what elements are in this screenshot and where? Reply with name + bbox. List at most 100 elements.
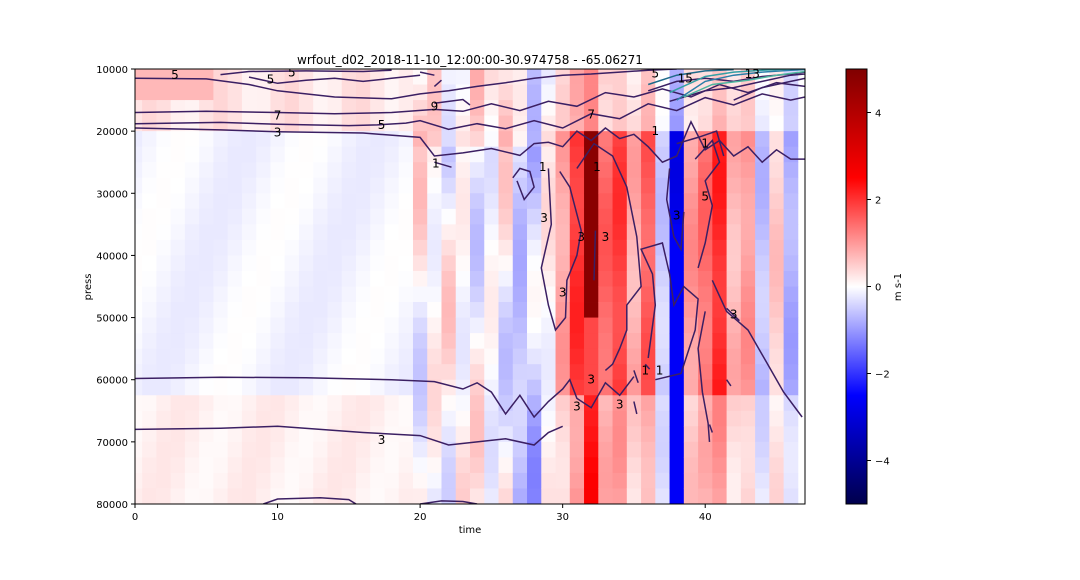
heat-cell [184, 84, 200, 101]
heat-cell [384, 270, 400, 287]
heat-cell [199, 457, 214, 474]
heat-cell [470, 395, 485, 412]
heat-cell [441, 302, 457, 318]
heat-cell [412, 364, 428, 381]
heat-cell [227, 84, 243, 101]
heat-cell [669, 426, 685, 443]
contour-line [644, 363, 651, 370]
heat-cell [355, 84, 371, 101]
heat-cell [740, 177, 756, 194]
heat-cell [484, 146, 499, 163]
heat-cell [726, 255, 742, 272]
heat-cell [569, 317, 585, 334]
heat-cell [712, 472, 727, 489]
heat-cell [284, 208, 300, 225]
heat-cell [227, 457, 243, 474]
heat-cell [341, 472, 357, 489]
heat-cell [427, 224, 442, 241]
heat-cell [170, 472, 186, 489]
heat-cell [783, 379, 799, 396]
heat-cell [313, 100, 328, 117]
heat-cell [712, 270, 727, 287]
heat-cell [355, 395, 371, 412]
heat-cell [427, 426, 442, 443]
heat-cell [598, 333, 613, 350]
heat-cell [698, 472, 713, 489]
heat-cell [170, 286, 186, 303]
heat-cell [470, 270, 485, 287]
heat-cell [769, 410, 785, 427]
heat-cell [256, 193, 271, 210]
heat-cell [512, 224, 528, 241]
heat-cell [213, 115, 229, 132]
heat-cell [199, 472, 214, 489]
heat-cell [612, 441, 628, 458]
heat-cell [270, 208, 286, 225]
heat-cell [441, 488, 457, 504]
heat-cell [398, 457, 414, 474]
heat-cell [370, 457, 385, 474]
heat-cell [569, 270, 585, 287]
heat-cell [370, 177, 385, 194]
heat-cell [256, 239, 271, 256]
heat-cell [455, 270, 471, 287]
heat-cell [199, 224, 214, 241]
heat-cell [327, 348, 343, 365]
heat-cell [455, 131, 471, 148]
heat-cell [669, 457, 685, 474]
heat-cell [740, 379, 756, 396]
heat-cell [655, 333, 670, 350]
heat-cell [584, 224, 599, 241]
heat-cell [512, 472, 528, 489]
heat-cell [298, 395, 314, 412]
heat-cell [455, 255, 471, 272]
heat-cell [313, 84, 328, 101]
heat-cell [370, 410, 385, 427]
heat-cell [227, 239, 243, 256]
heat-cell [726, 131, 742, 148]
heat-cell [398, 441, 414, 458]
heat-cell [698, 239, 713, 256]
heat-cell [256, 333, 271, 350]
heat-cell [641, 115, 656, 132]
heat-cell [170, 302, 186, 318]
heat-cell [769, 286, 785, 303]
heat-cell [370, 270, 385, 287]
heat-cell [142, 270, 157, 287]
heat-cell [470, 193, 485, 210]
heat-cell [299, 504, 314, 520]
contour-label: 3 [573, 399, 581, 413]
heat-cell [270, 426, 286, 443]
heat-cell [584, 379, 599, 396]
heat-cell [598, 131, 613, 148]
heat-cell [370, 286, 385, 303]
heat-cell [227, 333, 243, 350]
heat-cell [184, 177, 200, 194]
heat-cell [241, 333, 257, 350]
heat-cell [327, 472, 343, 489]
heat-cell [384, 379, 400, 396]
heat-cell [156, 270, 172, 287]
heat-cell [769, 239, 785, 256]
heat-cell [298, 146, 314, 163]
heat-cell [241, 364, 257, 381]
heat-cell [598, 224, 613, 241]
heat-cell [555, 162, 571, 179]
heat-cell [755, 224, 770, 241]
heat-cell [740, 441, 756, 458]
heat-cell [156, 69, 172, 85]
heat-cell [712, 317, 727, 334]
heat-cell [199, 100, 214, 117]
heat-cell [698, 69, 713, 70]
heat-cell [655, 395, 670, 412]
heat-cell [726, 177, 742, 194]
heat-cell [612, 239, 628, 256]
heat-cell [455, 84, 471, 101]
heat-cell [241, 84, 257, 101]
heat-cell [227, 255, 243, 272]
contour-line [669, 73, 805, 103]
heat-cell [199, 146, 214, 163]
heat-cell [569, 177, 585, 194]
heat-cell [683, 255, 699, 272]
heat-cell [740, 302, 756, 318]
